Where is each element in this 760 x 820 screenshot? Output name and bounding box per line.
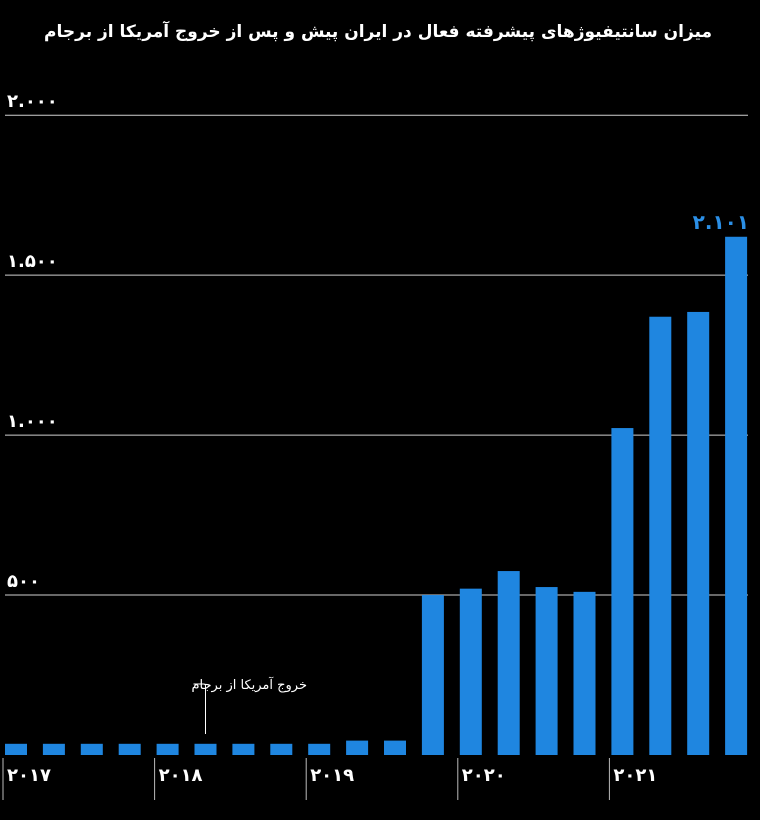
y-tick-label: ۱.۰۰۰ (7, 411, 58, 432)
bar (497, 571, 520, 755)
bar (535, 587, 558, 755)
bar (42, 743, 65, 755)
bar (156, 743, 179, 755)
bar (5, 743, 27, 755)
bar (725, 236, 748, 755)
bars-layer (5, 236, 748, 755)
bar (421, 595, 444, 755)
bar (346, 740, 369, 755)
bar (459, 588, 482, 755)
bar (232, 743, 255, 755)
x-tick-label: ۲۰۱۸ (159, 765, 203, 786)
chart-title: میزان سانتیفیوژهای پیشرفته فعال در ایران… (44, 22, 712, 42)
bar (194, 743, 217, 755)
annotation-leader-line (193, 683, 206, 734)
bar (573, 591, 596, 755)
grid-layer (2, 114, 748, 800)
labels-layer: ۵۰۰ ۱.۰۰۰ ۱.۵۰۰ ۲.۰۰۰ ۲.۱۰۱ ۲۰۱۷ ۲۰۱۸ ۲۰۱۹ ۲۰۲۰ ۲… (7, 91, 749, 786)
bar (270, 743, 293, 755)
bar (118, 743, 141, 755)
x-tick-label: ۲۰۱۷ (7, 765, 51, 786)
y-tick-label: ۲.۰۰۰ (7, 91, 58, 112)
y-tick-label: ۱.۵۰۰ (7, 251, 58, 272)
bar (308, 743, 331, 755)
bar (384, 740, 406, 755)
peak-value-label: ۲.۱۰۱ (693, 210, 749, 234)
bar (611, 428, 634, 755)
bar (687, 311, 710, 755)
bar (649, 316, 672, 755)
bar (80, 743, 103, 755)
x-tick-label: ۲۰۲۰ (462, 765, 506, 786)
y-tick-label: ۵۰۰ (7, 571, 40, 592)
x-tick-label: ۲۰۲۱ (613, 765, 657, 786)
annotation-text: خروج آمریکا از برجام (192, 676, 308, 693)
x-tick-label: ۲۰۱۹ (310, 765, 354, 786)
